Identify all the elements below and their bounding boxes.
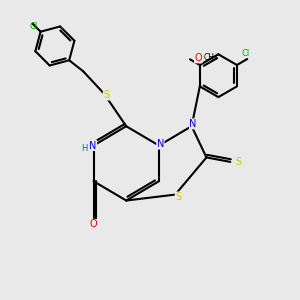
Text: S: S (103, 90, 110, 100)
Text: N: N (89, 140, 97, 151)
Text: Cl: Cl (242, 49, 250, 58)
Text: N: N (189, 119, 197, 129)
Text: O: O (90, 219, 97, 229)
Text: O: O (195, 53, 202, 63)
Text: CH₃: CH₃ (204, 53, 218, 62)
Text: N: N (89, 140, 97, 151)
Text: S: S (175, 192, 181, 202)
Text: H: H (81, 144, 88, 153)
Text: Cl: Cl (29, 22, 37, 31)
Text: S: S (236, 157, 242, 167)
Text: N: N (157, 139, 164, 149)
